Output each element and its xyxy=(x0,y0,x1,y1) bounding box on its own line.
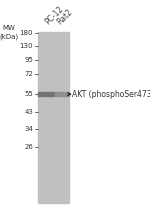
Text: 43: 43 xyxy=(24,108,33,115)
Text: 130: 130 xyxy=(20,42,33,48)
Text: AKT (phosphoSer473): AKT (phosphoSer473) xyxy=(72,90,150,99)
Bar xyxy=(38,32,69,203)
Bar xyxy=(38,92,54,96)
Text: 72: 72 xyxy=(24,71,33,77)
Text: 95: 95 xyxy=(24,57,33,63)
Text: PC-12: PC-12 xyxy=(43,4,65,26)
Bar xyxy=(55,92,69,96)
Text: 34: 34 xyxy=(24,126,33,132)
Text: 55: 55 xyxy=(24,91,33,97)
Text: Rat2: Rat2 xyxy=(55,7,74,26)
Text: MW: MW xyxy=(2,25,15,31)
Text: 26: 26 xyxy=(24,144,33,150)
Text: 180: 180 xyxy=(20,30,33,36)
Text: (kDa): (kDa) xyxy=(0,33,18,40)
